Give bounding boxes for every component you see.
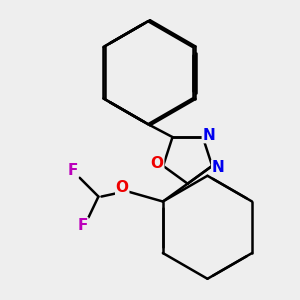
Text: O: O <box>116 180 129 195</box>
Text: F: F <box>68 163 78 178</box>
Text: N: N <box>202 128 215 142</box>
Text: O: O <box>151 156 164 171</box>
Text: N: N <box>212 160 224 175</box>
Text: F: F <box>77 218 88 233</box>
